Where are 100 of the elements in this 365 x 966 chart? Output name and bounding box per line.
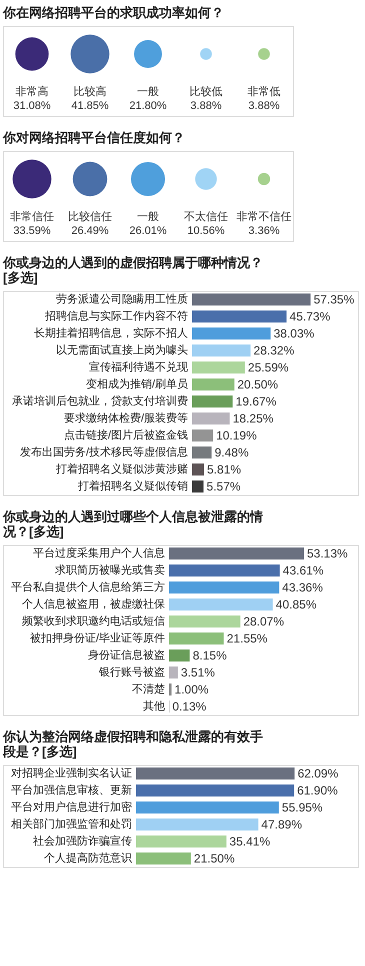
data-label: 62.09% (298, 766, 339, 780)
category-label: 非常高 (16, 85, 48, 98)
bar (136, 802, 279, 814)
data-label: 28.07% (243, 614, 284, 628)
y-tick-label: 银行账号被盗 (98, 666, 165, 678)
bar (169, 582, 280, 594)
data-label: 20.50% (237, 378, 278, 392)
y-tick-label: 平台私自提供个人信息给第三方 (11, 580, 165, 594)
y-tick-label: 平台加强信息审核、更新 (11, 784, 132, 796)
y-tick-label: 频繁收到求职邀约电话或短信 (22, 614, 165, 628)
y-tick-label: 劳务派遣公司隐瞒用工性质 (56, 292, 188, 306)
chart-title: 你认为整治网络虚假招聘和隐私泄露的有效手段是？[多选] (2, 729, 263, 759)
y-tick-label: 打着招聘名义疑似传销 (77, 480, 188, 492)
data-label: 47.89% (261, 818, 302, 832)
bar (192, 446, 212, 458)
data-label: 0.13% (172, 700, 207, 714)
data-label: 9.48% (214, 446, 249, 460)
y-tick-label: 个人信息被盗用，被虚缴社保 (22, 598, 165, 610)
bar (192, 294, 311, 306)
bar (192, 430, 214, 442)
bar (192, 344, 251, 356)
data-label: 26.49% (71, 225, 109, 237)
y-tick-label: 对招聘企业强制实名认证 (11, 766, 132, 780)
data-label: 41.85% (71, 100, 109, 112)
y-tick-label: 要求缴纳体检费/服装费等 (64, 412, 188, 424)
category-label: 非常信任 (10, 210, 54, 223)
data-label: 3.51% (180, 666, 216, 680)
bar (192, 480, 204, 492)
data-label: 3.88% (248, 100, 280, 112)
chart-title: 你或身边的人遇到的虚假招聘属于哪种情况？[多选] (2, 255, 263, 285)
bar (136, 768, 295, 780)
bar (192, 412, 230, 424)
data-label: 38.03% (274, 326, 315, 340)
y-tick-label: 社会加强防诈骗宣传 (33, 834, 132, 848)
y-tick-label: 长期挂着招聘信息，实际不招人 (34, 326, 188, 340)
category-label: 一般 (137, 86, 159, 98)
category-label: 比较信任 (68, 210, 112, 223)
data-label: 10.56% (187, 225, 225, 237)
y-tick-label: 不清楚 (132, 682, 165, 696)
bar (169, 684, 172, 696)
y-tick-label: 平台对用户信息进行加密 (11, 800, 132, 814)
y-tick-label: 其他 (143, 700, 165, 712)
data-label: 21.50% (194, 852, 235, 866)
data-label: 3.88% (190, 100, 222, 112)
data-label: 40.85% (276, 598, 317, 612)
data-label: 53.13% (307, 546, 348, 560)
bar (192, 310, 287, 322)
bar (169, 598, 273, 610)
category-label: 不太信任 (184, 210, 228, 223)
data-label: 31.08% (13, 100, 51, 112)
data-label: 18.25% (232, 412, 274, 426)
bar (169, 666, 178, 678)
y-tick-label: 招聘信息与实际工作内容不符 (44, 310, 188, 322)
data-label: 43.36% (282, 580, 324, 594)
data-label: 8.15% (192, 648, 228, 662)
data-label: 5.57% (206, 480, 241, 494)
bar (136, 852, 191, 864)
y-tick-label: 发布出国劳务/技术移民等虚假信息 (20, 446, 188, 458)
data-label: 61.90% (297, 784, 338, 798)
text: 你在网络招聘平台的求职成功率如何？ (2, 5, 224, 20)
bar (136, 818, 258, 830)
category-label: 比较高 (74, 85, 106, 98)
data-label: 25.59% (248, 360, 289, 374)
bar (192, 464, 204, 476)
bar (136, 784, 294, 796)
data-label: 28.32% (254, 344, 295, 358)
y-tick-label: 宣传福利待遇不兑现 (89, 360, 188, 374)
bar (192, 328, 271, 340)
data-label: 21.80% (129, 100, 167, 112)
data-label: 45.73% (290, 310, 331, 324)
bar (192, 396, 233, 408)
bar (136, 836, 226, 848)
y-tick-label: 身份证信息被盗 (88, 648, 165, 662)
bar (169, 616, 240, 628)
y-tick-label: 以无需面试直接上岗为噱头 (56, 344, 188, 356)
data-label: 21.55% (226, 632, 268, 646)
y-tick-label: 平台过度采集用户个人信息 (33, 546, 165, 560)
y-tick-label: 点击链接/图片后被盗金钱 (64, 428, 188, 442)
bar (169, 632, 224, 644)
text: 你对网络招聘平台信任度如何？ (2, 130, 185, 145)
data-label: 19.67% (236, 394, 277, 408)
data-label: 55.95% (282, 800, 323, 814)
bar (169, 650, 190, 662)
data-label: 43.61% (282, 564, 324, 578)
chart-title: 你或身边的人遇到过哪些个人信息被泄露的情况？[多选] (2, 509, 263, 539)
bar (169, 548, 304, 560)
category-label: 非常不信任 (236, 210, 292, 223)
data-label: 5.81% (207, 462, 242, 476)
data-label: 1.00% (174, 682, 209, 696)
bar (169, 564, 280, 576)
y-tick-label: 个人提高防范意识 (44, 852, 132, 864)
y-tick-label: 相关部门加强监管和处罚 (11, 818, 132, 830)
data-label: 35.41% (229, 834, 270, 848)
data-label: 33.59% (13, 225, 51, 237)
data-label: 26.01% (129, 225, 167, 237)
y-tick-label: 承诺培训后包就业，贷款支付培训费 (12, 394, 188, 408)
category-label: 非常低 (248, 85, 280, 98)
data-label: 10.19% (216, 428, 258, 442)
category-label: 比较低 (190, 85, 222, 98)
y-tick-label: 被扣押身份证/毕业证等原件 (30, 632, 165, 644)
